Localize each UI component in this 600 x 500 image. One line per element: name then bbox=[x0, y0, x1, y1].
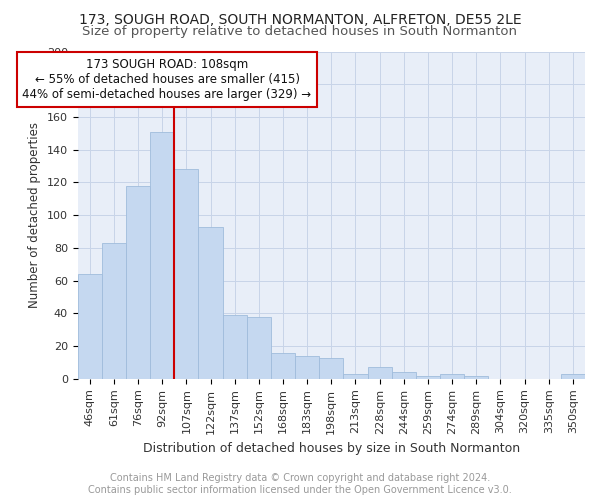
Bar bbox=[247, 316, 271, 379]
Text: 173 SOUGH ROAD: 108sqm
← 55% of detached houses are smaller (415)
44% of semi-de: 173 SOUGH ROAD: 108sqm ← 55% of detached… bbox=[22, 58, 311, 101]
Bar bbox=[343, 374, 368, 379]
Text: Contains HM Land Registry data © Crown copyright and database right 2024.
Contai: Contains HM Land Registry data © Crown c… bbox=[88, 474, 512, 495]
Bar bbox=[271, 352, 295, 379]
X-axis label: Distribution of detached houses by size in South Normanton: Distribution of detached houses by size … bbox=[143, 442, 520, 455]
Bar bbox=[392, 372, 416, 379]
Text: Size of property relative to detached houses in South Normanton: Size of property relative to detached ho… bbox=[83, 25, 517, 38]
Bar bbox=[174, 170, 199, 379]
Bar bbox=[126, 186, 150, 379]
Text: 173, SOUGH ROAD, SOUTH NORMANTON, ALFRETON, DE55 2LE: 173, SOUGH ROAD, SOUTH NORMANTON, ALFRET… bbox=[79, 12, 521, 26]
Bar bbox=[102, 243, 126, 379]
Bar bbox=[295, 356, 319, 379]
Bar bbox=[223, 315, 247, 379]
Bar bbox=[464, 376, 488, 379]
Bar bbox=[319, 358, 343, 379]
Bar bbox=[561, 374, 585, 379]
Bar bbox=[416, 376, 440, 379]
Y-axis label: Number of detached properties: Number of detached properties bbox=[28, 122, 41, 308]
Bar bbox=[199, 226, 223, 379]
Bar bbox=[77, 274, 102, 379]
Bar bbox=[150, 132, 174, 379]
Bar bbox=[368, 368, 392, 379]
Bar bbox=[440, 374, 464, 379]
